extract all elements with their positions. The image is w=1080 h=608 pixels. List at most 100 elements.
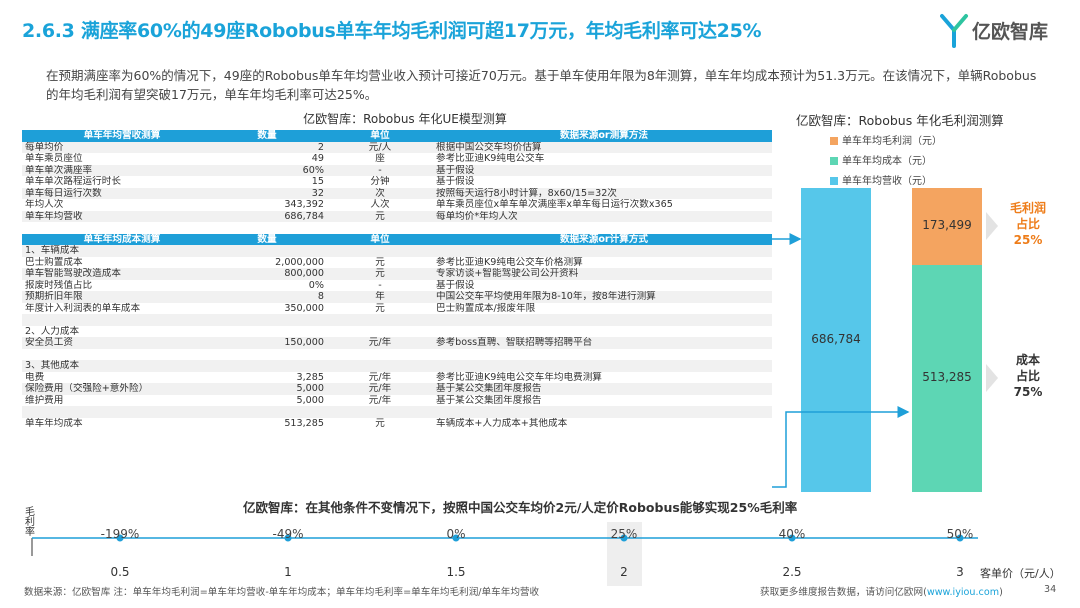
- margin-point: [620, 534, 628, 542]
- legend-swatch: [830, 137, 838, 145]
- side-label-line: 75%: [1013, 385, 1043, 400]
- table-cell: 基于假设: [436, 279, 475, 291]
- table-cell: 单车每日运行次数: [25, 187, 102, 199]
- cost-bar: [912, 264, 982, 492]
- table-cell: 元/年: [368, 394, 392, 406]
- margin-label: -49%: [272, 527, 304, 541]
- table-cell: 人次: [370, 199, 390, 210]
- table-cell: 686,784: [284, 210, 324, 222]
- margin-point: [788, 534, 796, 542]
- table-cell: 3、其他成本: [25, 360, 80, 371]
- table-row: 维护费用 5,000 元/年 基于某公交集团年度报告: [22, 395, 772, 407]
- table-cell: 保险费用（交强险+意外险）: [25, 383, 149, 394]
- x-axis-unit: 客单价（元/人）: [980, 567, 1061, 580]
- table-cell: 基于某公交集团年度报告: [436, 394, 542, 406]
- table-row: 单车单次满座率 60% - 基于假设: [22, 164, 772, 176]
- table-cell: 单车单次路程运行时长: [25, 176, 121, 187]
- table-cell: 单车乘员座位: [25, 153, 83, 164]
- table-cell: 60%: [302, 164, 324, 176]
- table-row: [22, 406, 772, 418]
- margin-point: [284, 534, 292, 542]
- more-info: 获取更多维度报告数据，请访问亿欧网(www.iyiou.com): [760, 587, 1003, 598]
- table-row: 预期折旧年限 8 年 中国公交车平均使用年限为8-10年，按8年进行测算: [22, 291, 772, 303]
- table-cell: 2、人力成本: [25, 325, 80, 337]
- margin-point: [452, 534, 460, 542]
- table-cell: 单车年均营收测算: [83, 130, 161, 141]
- table-cell: 32: [311, 187, 324, 199]
- table-cell: 15: [311, 176, 324, 187]
- table-cell: 根据中国公交车均价估算: [436, 141, 542, 153]
- cost-chevron-icon: [986, 364, 998, 393]
- table-cell: 150,000: [284, 337, 324, 348]
- table-row: 报废时残值占比 0% - 基于假设: [22, 280, 772, 292]
- table-cell: 800,000: [284, 268, 324, 279]
- iyiou-link[interactable]: www.iyiou.com: [926, 587, 1000, 598]
- table-cell: 5,000: [296, 383, 324, 394]
- intro-paragraph: 在预期满座率为60%的情况下，49座的Robobus单车年均营业收入预计可接近7…: [46, 68, 1037, 102]
- side-label-line: 占比: [1015, 217, 1040, 232]
- table-cell: 次: [375, 187, 385, 199]
- table-cell: 元: [375, 417, 385, 429]
- table-cell: 单车智能驾驶改造成本: [25, 268, 121, 279]
- cost-table-header: 单车年均成本测算 数量 单位 数据来源or计算方式: [22, 233, 772, 245]
- table-cell: 年度计入利润表的单车成本: [25, 302, 141, 314]
- price-tick-label: 1.5: [446, 565, 466, 579]
- table-row: 保险费用（交强险+意外险） 5,000 元/年 基于某公交集团年度报告: [22, 383, 772, 395]
- source-note: 数据来源：亿欧智库 注：单车年均毛利润=单车年均营收-单车年均成本；单车年均毛利…: [24, 587, 540, 598]
- table-cell: 每单均价: [25, 141, 64, 153]
- margin-point: [116, 534, 124, 542]
- side-label-line: 占比: [1015, 369, 1040, 384]
- margin-label: 40%: [778, 527, 806, 541]
- table-cell: 安全员工资: [25, 337, 73, 348]
- table-cell: 单车年均营收: [25, 210, 83, 222]
- table-cell: 基于假设: [436, 176, 475, 187]
- table-cell: 维护费用: [25, 394, 64, 406]
- table-cell: 数据来源or测算方法: [559, 130, 649, 141]
- table-cell: 每单均价*年均人次: [436, 210, 518, 222]
- profit-share-label: 毛利润 占比 25%: [1003, 200, 1053, 248]
- table-cell: 元: [375, 256, 385, 268]
- table-cell: 年: [375, 291, 385, 302]
- price-tick-label: 0.5: [110, 565, 130, 579]
- table-row: 每单均价 2 元/人 根据中国公交车均价估算: [22, 141, 772, 153]
- iyiou-logo-icon: [940, 14, 968, 48]
- table-cell: 3,285: [296, 371, 324, 383]
- margin-label: -199%: [100, 527, 140, 541]
- table-cell: 参考比亚迪K9纯电公交车: [436, 153, 545, 164]
- side-label-line: 成本: [1015, 353, 1040, 368]
- table-cell: 元: [375, 210, 385, 222]
- profit-bar: [912, 188, 982, 265]
- legend-label: 单车年均毛利润（元）: [842, 136, 942, 147]
- table-cell: 单车年均成本测算: [83, 233, 161, 245]
- table-cell: 元/年: [368, 337, 392, 348]
- table-row: 单车年均营收 686,784 元 每单均价*年均人次: [22, 210, 772, 222]
- table-cell: 年均人次: [25, 199, 64, 210]
- table-cell: 5,000: [296, 394, 324, 406]
- price-tick-label: 3: [956, 565, 964, 579]
- revenue-value-label: 686,784: [811, 332, 861, 346]
- table-cell: 2,000,000: [275, 256, 324, 268]
- legend-label: 单车年均成本（元）: [842, 156, 932, 167]
- y-axis-label: 毛利率: [25, 507, 35, 538]
- price-tick-label: 2.5: [782, 565, 802, 579]
- table-cell: 参考比亚迪K9纯电公交车年均电费测算: [436, 371, 602, 383]
- table-cell: 513,285: [284, 417, 324, 429]
- price-tick-label: 1: [284, 565, 292, 579]
- table-row: 电费 3,285 元/年 参考比亚迪K9纯电公交车年均电费测算: [22, 372, 772, 384]
- table-cell: 巴士购置成本: [25, 256, 83, 268]
- table-cell: 元/人: [368, 141, 392, 153]
- sensitivity-title: 亿欧智库：在其他条件不变情况下，按照中国公交车均价2元/人定价Robobus能够…: [243, 500, 798, 515]
- table-row: 年度计入利润表的单车成本 350,000 元 巴士购置成本/报废年限: [22, 303, 772, 315]
- table-row: 1、车辆成本: [22, 245, 772, 257]
- table-cell: 电费: [25, 371, 45, 383]
- table-cell: 49: [311, 153, 324, 164]
- table-cell: 车辆成本+人力成本+其他成本: [436, 417, 568, 429]
- legend-item: 单车年均营收（元）: [830, 172, 932, 187]
- table-title: 亿欧智库：Robobus 年化UE模型测算: [303, 112, 507, 126]
- table-cell: -: [378, 279, 382, 291]
- profit-chevron-icon: [986, 212, 998, 241]
- iyiou-logo: 亿欧智库: [940, 12, 1065, 48]
- table-cell: 基于某公交集团年度报告: [436, 383, 542, 394]
- margin-label: 25%: [610, 527, 638, 541]
